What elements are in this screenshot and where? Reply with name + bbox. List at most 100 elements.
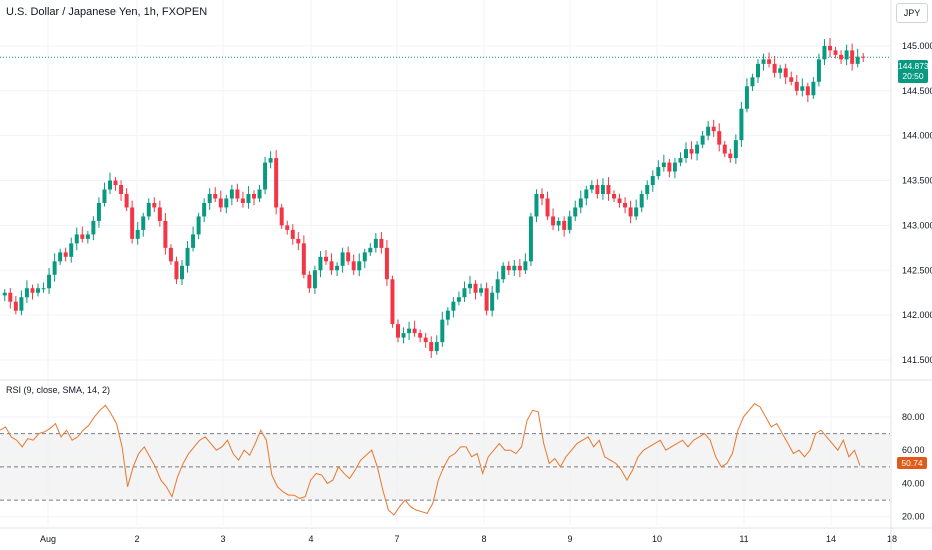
- candle-body: [556, 220, 561, 226]
- y-tick-label: 144.000: [902, 131, 932, 141]
- candle-body: [240, 198, 245, 203]
- candle-body: [706, 126, 711, 136]
- candle-body: [584, 189, 589, 199]
- candle-body: [296, 238, 301, 244]
- candle-body: [268, 158, 273, 163]
- candle-body: [816, 59, 821, 82]
- candle-body: [318, 256, 323, 271]
- candle-body: [661, 162, 666, 168]
- candle-body: [130, 207, 135, 239]
- candle-body: [274, 158, 279, 208]
- candle-body: [163, 220, 168, 248]
- candle-body: [429, 342, 434, 352]
- x-tick-label: 14: [826, 534, 836, 544]
- candle-body: [290, 229, 295, 239]
- candle-body: [390, 279, 395, 325]
- candle-body: [368, 247, 373, 253]
- candle-body: [180, 265, 184, 280]
- candle-body: [119, 185, 124, 194]
- candle-body: [91, 220, 96, 235]
- x-tick-label: 4: [308, 534, 313, 544]
- candle-body: [656, 167, 661, 177]
- candle-body: [312, 270, 317, 289]
- candle-body: [667, 162, 672, 172]
- candle-body: [52, 261, 57, 275]
- candle-body: [490, 292, 495, 311]
- candle-body: [623, 202, 628, 208]
- candle-body: [733, 140, 738, 159]
- candle-body: [80, 234, 85, 239]
- y2-tick-label: 60.00: [902, 445, 925, 455]
- candle-body: [645, 185, 650, 194]
- candle-body: [650, 176, 655, 186]
- chart-title: U.S. Dollar / Japanese Yen, 1h, FXOPEN: [6, 6, 208, 18]
- candle-body: [24, 288, 29, 298]
- candle-body: [113, 180, 118, 186]
- candle-body: [41, 288, 46, 290]
- candle-body: [684, 149, 688, 159]
- currency-button[interactable]: JPY: [896, 3, 928, 23]
- candle-body: [506, 265, 511, 271]
- candle-body: [185, 247, 190, 266]
- candle-body: [252, 194, 256, 199]
- candle-body: [672, 162, 677, 172]
- candle-body: [473, 283, 478, 293]
- candle-body: [833, 50, 838, 55]
- candle-body: [756, 63, 760, 78]
- candle-body: [528, 216, 533, 262]
- candle-body: [36, 288, 40, 293]
- candle-body: [357, 261, 362, 271]
- candle-body: [257, 189, 262, 199]
- candle-body: [722, 144, 727, 154]
- candle-body: [606, 185, 611, 194]
- candle-body: [235, 189, 240, 199]
- candle-body: [678, 158, 683, 163]
- candle-body: [462, 288, 467, 298]
- x-tick-label: 18: [887, 534, 897, 544]
- y-tick-label: 142.500: [902, 265, 932, 275]
- candle-body: [218, 198, 223, 208]
- candle-body: [207, 194, 212, 203]
- y-tick-label: 144.500: [902, 86, 932, 96]
- candle-body: [540, 194, 544, 199]
- candle-body: [855, 56, 860, 64]
- candle-body: [418, 333, 423, 338]
- candle-body: [340, 252, 345, 266]
- candle-body: [329, 261, 334, 271]
- candle-body: [468, 283, 472, 289]
- candle-body: [517, 265, 522, 271]
- candle-body: [202, 202, 207, 217]
- candle-body: [445, 310, 450, 320]
- y2-tick-label: 40.00: [902, 478, 925, 488]
- candle-body: [279, 207, 284, 226]
- candle-body: [384, 247, 389, 280]
- candle-body: [146, 202, 151, 217]
- candle-body: [800, 86, 805, 91]
- candle-body: [301, 243, 306, 275]
- candle-body: [307, 274, 312, 289]
- candle-body: [108, 180, 112, 190]
- candle-body: [562, 220, 567, 230]
- candle-body: [440, 319, 445, 343]
- candle-body: [85, 234, 90, 239]
- candle-body: [794, 81, 799, 91]
- candle-body: [523, 261, 528, 271]
- candle-body: [30, 288, 35, 293]
- candle-body: [412, 328, 417, 334]
- candle-body: [191, 234, 196, 248]
- candle-body: [69, 243, 74, 257]
- candle-body: [58, 252, 63, 262]
- candle-body: [739, 108, 744, 141]
- y2-tick-label: 80.00: [902, 412, 925, 422]
- rsi-line: [0, 402, 861, 516]
- candle-body: [822, 45, 827, 60]
- last-price-badge: 144.873 20:50: [898, 60, 929, 83]
- candle-body: [351, 261, 356, 271]
- candle-body: [573, 207, 578, 217]
- candle-body: [501, 265, 506, 280]
- candle-body: [828, 45, 832, 51]
- bar-countdown-label: 20:50: [902, 71, 924, 81]
- candle-body: [534, 194, 539, 217]
- rsi-indicator-title: RSI (9, close, SMA, 14, 2): [6, 385, 111, 395]
- candle-body: [74, 234, 79, 244]
